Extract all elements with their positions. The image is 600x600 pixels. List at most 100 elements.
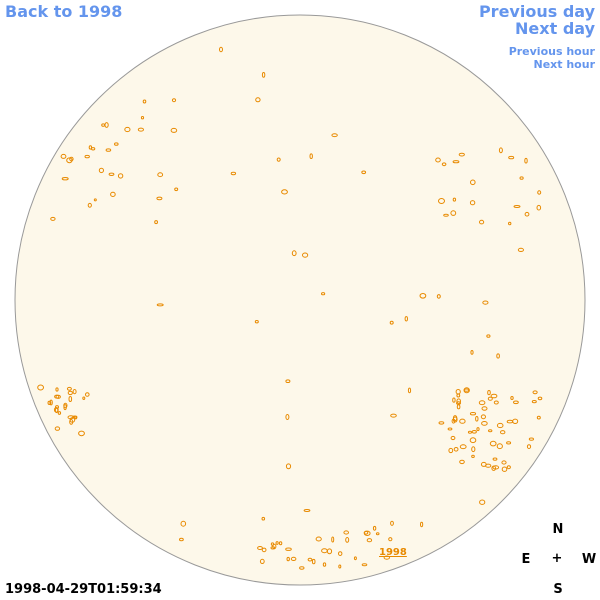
speck bbox=[343, 530, 350, 535]
speck bbox=[361, 170, 367, 175]
speck bbox=[331, 133, 338, 138]
speck bbox=[66, 386, 72, 391]
speck bbox=[452, 397, 456, 403]
speck bbox=[156, 196, 163, 201]
speck bbox=[471, 446, 476, 453]
speck bbox=[270, 546, 276, 550]
speck bbox=[478, 400, 486, 406]
speck bbox=[467, 430, 473, 434]
speck bbox=[383, 555, 390, 560]
speck bbox=[419, 293, 427, 299]
speck bbox=[524, 157, 528, 164]
speck bbox=[456, 398, 462, 405]
solar-disk bbox=[14, 14, 586, 586]
speck bbox=[37, 384, 44, 391]
speck bbox=[53, 407, 59, 413]
speck bbox=[82, 396, 86, 400]
speck bbox=[170, 127, 178, 133]
speck bbox=[285, 379, 291, 384]
speck bbox=[389, 320, 394, 325]
speck bbox=[488, 429, 493, 433]
speck bbox=[180, 520, 187, 527]
speck bbox=[254, 320, 259, 324]
speck bbox=[476, 427, 480, 432]
speck bbox=[487, 390, 491, 396]
speck bbox=[275, 541, 279, 545]
speck bbox=[375, 532, 380, 536]
speck bbox=[63, 404, 67, 411]
speck bbox=[435, 157, 441, 163]
previous-day-link[interactable]: Previous day bbox=[478, 2, 595, 21]
speck bbox=[255, 97, 261, 103]
speck bbox=[322, 562, 327, 567]
speck bbox=[363, 530, 371, 536]
speck bbox=[404, 316, 408, 322]
speck bbox=[469, 412, 477, 416]
speck bbox=[463, 387, 470, 394]
speck bbox=[506, 419, 514, 424]
speck bbox=[98, 167, 105, 174]
speck bbox=[361, 563, 368, 567]
speck bbox=[537, 396, 543, 401]
speck bbox=[55, 394, 61, 399]
image-label[interactable]: 1998 bbox=[379, 547, 407, 558]
speck bbox=[55, 387, 59, 392]
previous-hour-link[interactable]: Previous hour bbox=[508, 45, 595, 58]
active-regions bbox=[37, 46, 543, 570]
speck bbox=[532, 390, 538, 395]
speck bbox=[481, 421, 488, 426]
speck bbox=[78, 430, 85, 437]
speck bbox=[285, 547, 292, 551]
speck bbox=[276, 157, 281, 162]
speck bbox=[57, 411, 62, 415]
speck bbox=[459, 459, 465, 465]
next-day-link[interactable]: Next day bbox=[515, 19, 595, 38]
speck bbox=[498, 147, 503, 154]
speck bbox=[480, 414, 486, 420]
speck bbox=[372, 525, 377, 531]
speck bbox=[456, 393, 461, 398]
speck bbox=[452, 160, 460, 164]
speck bbox=[311, 558, 316, 565]
speck bbox=[290, 556, 297, 562]
speck bbox=[438, 198, 445, 204]
speck bbox=[441, 162, 447, 167]
speck bbox=[137, 127, 144, 132]
next-hour-link[interactable]: Next hour bbox=[533, 58, 596, 71]
speck bbox=[90, 147, 96, 151]
speck bbox=[526, 444, 532, 450]
timestamp: 1998-04-29T01:59:34 bbox=[5, 582, 162, 597]
speck bbox=[517, 247, 525, 252]
speck bbox=[85, 392, 90, 397]
compass-north: N bbox=[552, 522, 564, 537]
speck bbox=[157, 172, 164, 178]
speck bbox=[491, 465, 497, 471]
speck bbox=[278, 541, 283, 546]
speck bbox=[485, 463, 492, 468]
speck bbox=[443, 213, 449, 217]
speck bbox=[286, 556, 290, 562]
speck bbox=[302, 252, 309, 258]
speck bbox=[536, 204, 542, 211]
speck bbox=[285, 463, 292, 470]
speck bbox=[72, 389, 77, 395]
speck bbox=[101, 123, 106, 127]
speck bbox=[407, 387, 412, 394]
speck bbox=[447, 427, 453, 431]
speck bbox=[528, 437, 535, 441]
speck bbox=[513, 205, 521, 208]
speck bbox=[469, 437, 477, 444]
speck bbox=[388, 537, 393, 542]
speck bbox=[154, 220, 159, 225]
back-link[interactable]: Back to 1998 bbox=[5, 2, 123, 21]
speck bbox=[506, 441, 512, 445]
speck bbox=[458, 152, 465, 157]
speck bbox=[501, 466, 508, 472]
speck bbox=[501, 460, 507, 465]
speck bbox=[110, 191, 116, 197]
speck bbox=[481, 406, 488, 411]
speck bbox=[438, 421, 445, 425]
speck bbox=[55, 405, 59, 409]
speck bbox=[60, 153, 67, 159]
